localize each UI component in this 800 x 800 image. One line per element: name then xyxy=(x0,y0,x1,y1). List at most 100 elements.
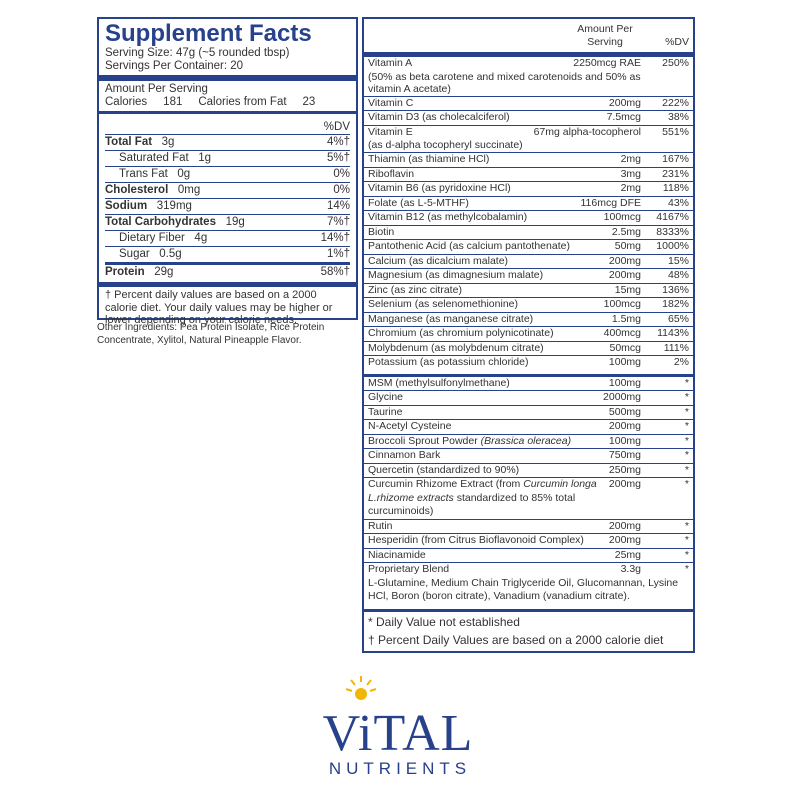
brand: ViTAL xyxy=(323,705,474,762)
ingredient-amount: 100mg xyxy=(608,376,641,389)
nutrient-amount: 0.5g xyxy=(159,248,182,260)
ingredient: Pantothenic Acid (as calcium pantothenat… xyxy=(368,240,611,254)
ingredient-dv: * xyxy=(684,463,689,476)
facts-panel: Supplement Facts Serving Size: 47g (~5 r… xyxy=(97,17,358,326)
ingredient: MSM (methylsulfonylmethane) xyxy=(368,377,605,391)
nutrient: Cholesterol 0mg xyxy=(105,183,333,198)
ingredient: Curcumin Rhizome Extract (from Curcumin … xyxy=(368,478,605,519)
ingredient-name: Riboflavin xyxy=(368,167,415,180)
calories-line: Calories 181 Calories from Fat 23 xyxy=(105,96,350,111)
nutrient: Total Carbohydrates 19g xyxy=(105,215,327,230)
ingredient: Biotin xyxy=(368,226,608,240)
ingredient: Quercetin (standardized to 90%) xyxy=(368,464,605,478)
ingredient-row: Vitamin D3 (as cholecalciferol) 7.5mcg 38% xyxy=(364,110,693,125)
sun-rays xyxy=(345,676,377,692)
ingredient-amount: 50mcg xyxy=(609,341,641,354)
nutrient: Dietary Fiber 4g xyxy=(105,231,321,246)
ingredient-dv: 136% xyxy=(662,283,689,296)
nutrient-row: Cholesterol 0mg 0% xyxy=(105,182,350,198)
ingredient-dv: 2% xyxy=(673,356,689,368)
ingredient-amount: 50mg xyxy=(614,240,641,252)
ingredient-row: Niacinamide 25mg * xyxy=(364,547,693,563)
nutrient-name: Total Fat xyxy=(105,136,153,148)
ingredient-row: Thiamin (as thiamine HCl) 2mg 167% xyxy=(364,152,693,167)
title: Supplement Facts xyxy=(105,20,312,47)
ingredient-dv: 167% xyxy=(662,153,689,165)
ingredient-dv: * xyxy=(684,548,689,561)
ingredient: Potassium (as potassium chloride) xyxy=(368,356,605,370)
ingredient-dv: 231% xyxy=(662,167,689,180)
nutrient-name: Dietary Fiber xyxy=(119,232,185,244)
footnote: † Percent Daily Values are based on a 20… xyxy=(368,632,664,647)
ingredient-dv: 48% xyxy=(667,269,689,281)
nutrient-name: Protein xyxy=(105,266,145,278)
ingredient-name-rest: standardized to 85% total curcuminoids) xyxy=(368,491,576,518)
ingredient-row: Manganese (as manganese citrate) 1.5mg 65% xyxy=(364,311,693,327)
ingredient: Riboflavin xyxy=(368,168,617,182)
ingredient-dv: * xyxy=(684,405,689,418)
ingredient: Niacinamide xyxy=(368,549,611,563)
ingredient-row: Biotin 2.5mg 8333% xyxy=(364,224,693,240)
ingredient-name: Chromium (as chromium polynicotinate) xyxy=(368,327,554,339)
ingredient-row: Taurine 500mg * xyxy=(364,404,693,420)
ingredient-name: MSM (methylsulfonylmethane) xyxy=(368,376,510,389)
ingredient: Thiamin (as thiamine HCl) xyxy=(368,153,617,167)
ingredient: Chromium (as chromium polynicotinate) xyxy=(368,327,600,341)
ingredient-dv: 118% xyxy=(662,182,689,194)
nutrient-amount: 0g xyxy=(177,168,191,180)
nutrient-row: Trans Fat 0g 0% xyxy=(105,166,350,182)
ingredient-note: (50% as beta carotene and mixed caroteno… xyxy=(368,70,641,95)
ingredient-amount: 67mg alpha-tocopherol xyxy=(533,125,641,138)
ingredient: Zinc (as zinc citrate) xyxy=(368,284,611,298)
ingredient-note: (as d-alpha tocopheryl succinate) xyxy=(368,139,523,151)
ingredient-latin: Curcumin longa L.rhizome extracts xyxy=(368,478,597,504)
nutrient: Total Fat 3g xyxy=(105,135,327,150)
ingredient-name: Molybdenum (as molybdenum citrate) xyxy=(368,341,544,354)
ingredient-amount: 116mcg DFE xyxy=(580,196,642,209)
nutrient-dv: 1%† xyxy=(326,248,350,260)
ingredient-name: Magnesium (as dimagnesium malate) xyxy=(368,269,544,281)
footnote: * Daily Value not established xyxy=(368,614,520,629)
nutrient-row: Sugar 0.5g 1%† xyxy=(105,246,350,262)
ingredient-amount: 200mg xyxy=(608,96,641,109)
ingredient-dv: 250% xyxy=(662,57,689,69)
ingredient-row: Selenium (as selenomethionine) 100mcg 182% xyxy=(364,297,693,312)
brand-sub: NUTRIENTS xyxy=(329,759,471,778)
ingredient-row: Potassium (as potassium chloride) 100mg 2% xyxy=(364,355,693,370)
ingredient-name: Glycine xyxy=(368,391,404,403)
calories-label: Calories xyxy=(105,96,148,108)
ingredient-name: Hesperidin (from Citrus Bioflavonoid Com… xyxy=(368,534,584,546)
nutrient-name: Total Carbohydrates xyxy=(105,216,216,228)
ingredient: Cinnamon Bark xyxy=(368,449,605,463)
ingredient-amount: 200mg xyxy=(608,534,641,546)
ingredient-row: Vitamin E 67mg alpha-tocopherol 551% (as d-… xyxy=(364,124,693,153)
ingredient-row: Hesperidin (from Citrus Bioflavonoid Com… xyxy=(364,533,693,548)
ingredient-amount: 1.5mg xyxy=(611,312,641,325)
ingredient-row: Riboflavin 3mg 231% xyxy=(364,166,693,182)
fat-calories-label: Calories from Fat xyxy=(198,96,287,108)
ingredient-name: N-Acetyl Cysteine xyxy=(368,420,452,432)
ingredient-dv: 1000% xyxy=(656,240,689,252)
nutrient-rows: Total Fat 3g 4%† Saturated Fat 1g 5%† Trans … xyxy=(105,134,350,280)
ingredient-name: Vitamin C xyxy=(368,96,414,109)
ingredient-amount: 2000mg xyxy=(603,391,641,403)
ingredient-dv: * xyxy=(684,391,689,403)
ingredient: Vitamin A xyxy=(368,57,569,71)
ingredient-name: Folate (as L-5-MTHF) xyxy=(368,196,469,209)
ingredient-dv: * xyxy=(684,534,689,546)
nutrient-dv: 58%† xyxy=(320,266,350,278)
ingredient-dv: 1143% xyxy=(657,327,689,339)
ingredient-row: Quercetin (standardized to 90%) 250mg * xyxy=(364,462,693,478)
nutrient-dv: 0% xyxy=(333,184,350,196)
ingredient-amount: 100mg xyxy=(608,434,641,447)
ingredient-name: Biotin xyxy=(368,225,395,238)
amount-header: Amount Per Serving xyxy=(105,83,208,95)
ingredient-row: Rutin 200mg * xyxy=(364,518,693,534)
ingredient-name: Vitamin B12 (as methylcobalamin) xyxy=(368,211,528,223)
ingredient: Hesperidin (from Citrus Bioflavonoid Com… xyxy=(368,534,605,548)
ingredient-dv: * xyxy=(684,478,689,490)
ingredient-name: Vitamin D3 (as cholecalciferol) xyxy=(368,111,510,123)
ingredient-amount: 2mg xyxy=(620,153,641,165)
ingredient-amount: 750mg xyxy=(608,449,641,461)
ingredient-row: Calcium (as dicalcium malate) 200mg 15% xyxy=(364,253,693,269)
